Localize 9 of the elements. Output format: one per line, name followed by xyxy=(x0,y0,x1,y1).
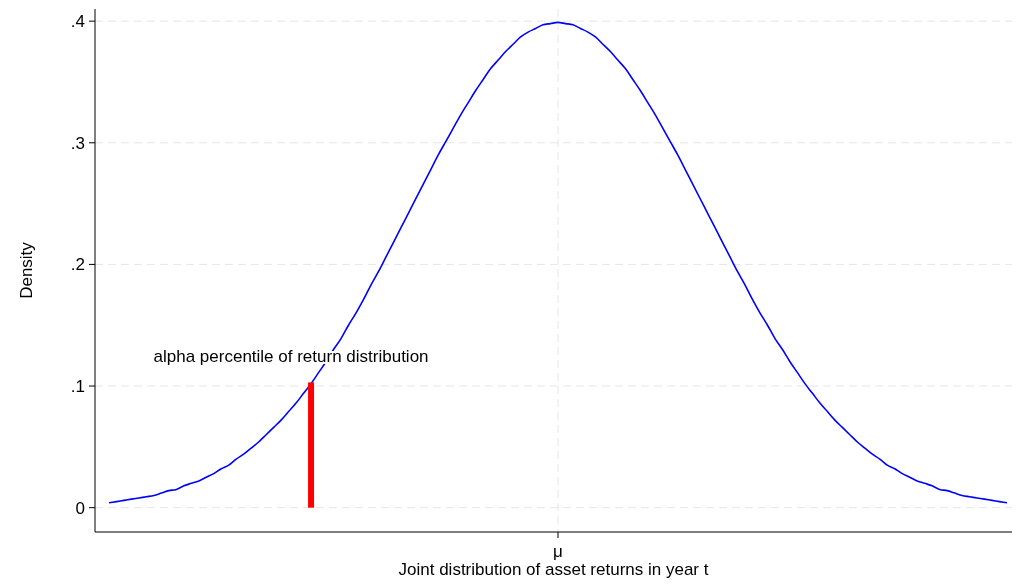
y-axis-title: Density xyxy=(17,241,36,299)
x-tick-label: μ xyxy=(553,542,563,561)
y-tick-label: .1 xyxy=(70,377,85,396)
y-tick-label: 0 xyxy=(75,498,85,518)
y-tick-label: .4 xyxy=(70,12,85,32)
x-axis-title: Joint distribution of asset returns in year t xyxy=(398,560,709,579)
line-series xyxy=(108,21,1008,504)
y-tick-label: .3 xyxy=(70,133,85,153)
y-tick-label: .2 xyxy=(70,255,85,275)
